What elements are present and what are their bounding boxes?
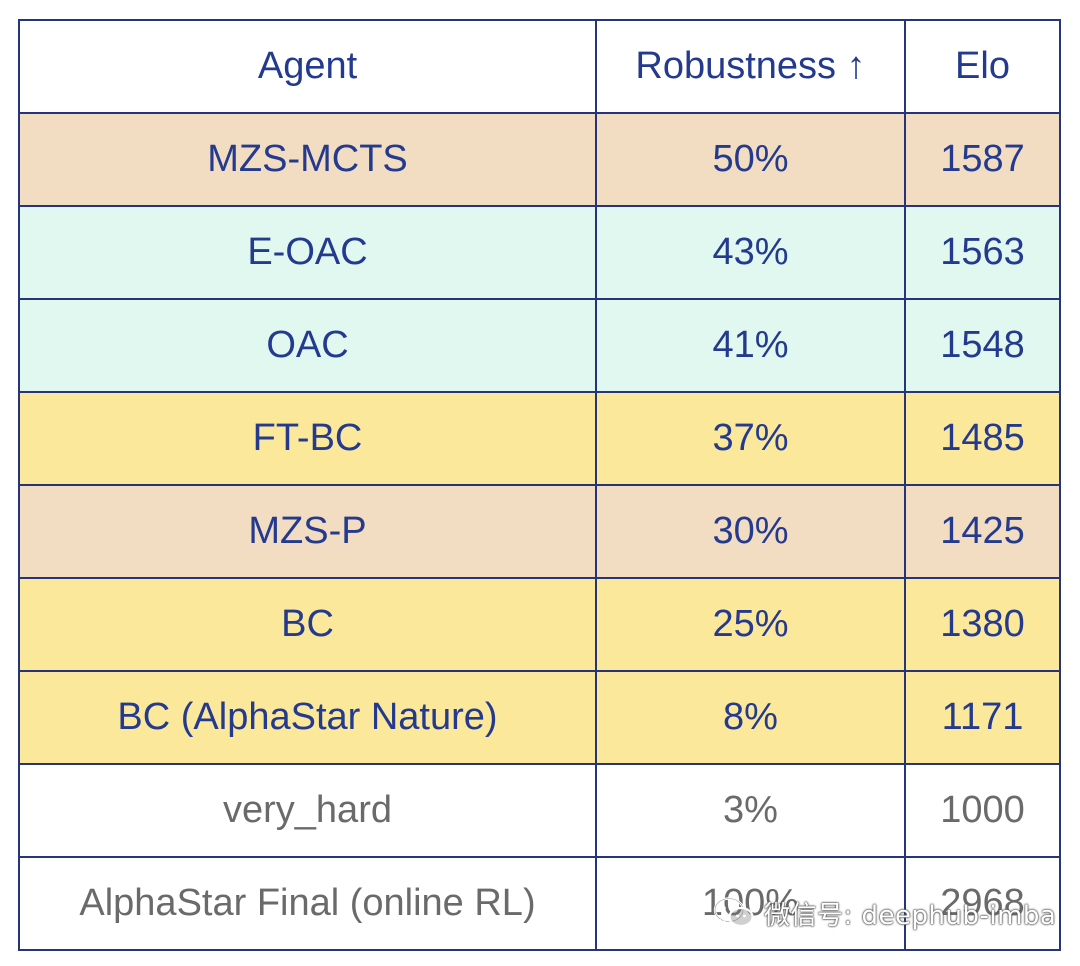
cell-elo: 1380 <box>904 577 1061 672</box>
cell-elo: 1485 <box>904 391 1061 486</box>
cell-agent: BC (AlphaStar Nature) <box>18 670 597 765</box>
cell-agent: very_hard <box>18 763 597 858</box>
cell-agent: MZS-P <box>18 484 597 579</box>
table-row: FT-BC 37% 1485 <box>18 391 1061 486</box>
cell-elo: 1425 <box>904 484 1061 579</box>
cell-robustness: 30% <box>595 484 906 579</box>
table-header-row: Agent Robustness ↑ Elo <box>18 19 1061 114</box>
wechat-icon <box>712 895 756 931</box>
cell-robustness: 25% <box>595 577 906 672</box>
table-body: MZS-MCTS 50% 1587 E-OAC 43% 1563 OAC 41% 1548 FT-… <box>18 112 1061 951</box>
cell-agent: MZS-MCTS <box>18 112 597 207</box>
table-row: very_hard 3% 1000 <box>18 763 1061 858</box>
results-table-container: Agent Robustness ↑ Elo MZS-MCTS 50% 1587 E-… <box>18 19 1061 951</box>
table-row: BC (AlphaStar Nature) 8% 1171 <box>18 670 1061 765</box>
cell-elo: 1548 <box>904 298 1061 393</box>
cell-agent: BC <box>18 577 597 672</box>
cell-elo: 1171 <box>904 670 1061 765</box>
cell-robustness: 37% <box>595 391 906 486</box>
cell-elo: 1000 <box>904 763 1061 858</box>
table-row: E-OAC 43% 1563 <box>18 205 1061 300</box>
cell-elo: 2968 <box>904 856 1061 951</box>
cell-robustness: 43% <box>595 205 906 300</box>
cell-robustness: 100% <box>595 856 906 951</box>
cell-agent: FT-BC <box>18 391 597 486</box>
watermark-text: 微信号: deephub-imba <box>764 900 1057 931</box>
cell-robustness: 50% <box>595 112 906 207</box>
table-row: MZS-P 30% 1425 <box>18 484 1061 579</box>
header-elo: Elo <box>904 19 1061 114</box>
cell-elo: 1563 <box>904 205 1061 300</box>
cell-robustness: 8% <box>595 670 906 765</box>
table-row: BC 25% 1380 <box>18 577 1061 672</box>
table-row: AlphaStar Final (online RL) 100% 2968 <box>18 856 1061 951</box>
cell-agent: E-OAC <box>18 205 597 300</box>
header-robustness: Robustness ↑ <box>595 19 906 114</box>
results-table: Agent Robustness ↑ Elo MZS-MCTS 50% 1587 E-… <box>18 19 1061 951</box>
cell-agent: OAC <box>18 298 597 393</box>
table-row: MZS-MCTS 50% 1587 <box>18 112 1061 207</box>
cell-robustness: 41% <box>595 298 906 393</box>
watermark: 微信号: deephub-imba <box>712 893 1056 933</box>
header-agent: Agent <box>18 19 597 114</box>
cell-elo: 1587 <box>904 112 1061 207</box>
cell-agent: AlphaStar Final (online RL) <box>18 856 597 951</box>
cell-robustness: 3% <box>595 763 906 858</box>
table-row: OAC 41% 1548 <box>18 298 1061 393</box>
